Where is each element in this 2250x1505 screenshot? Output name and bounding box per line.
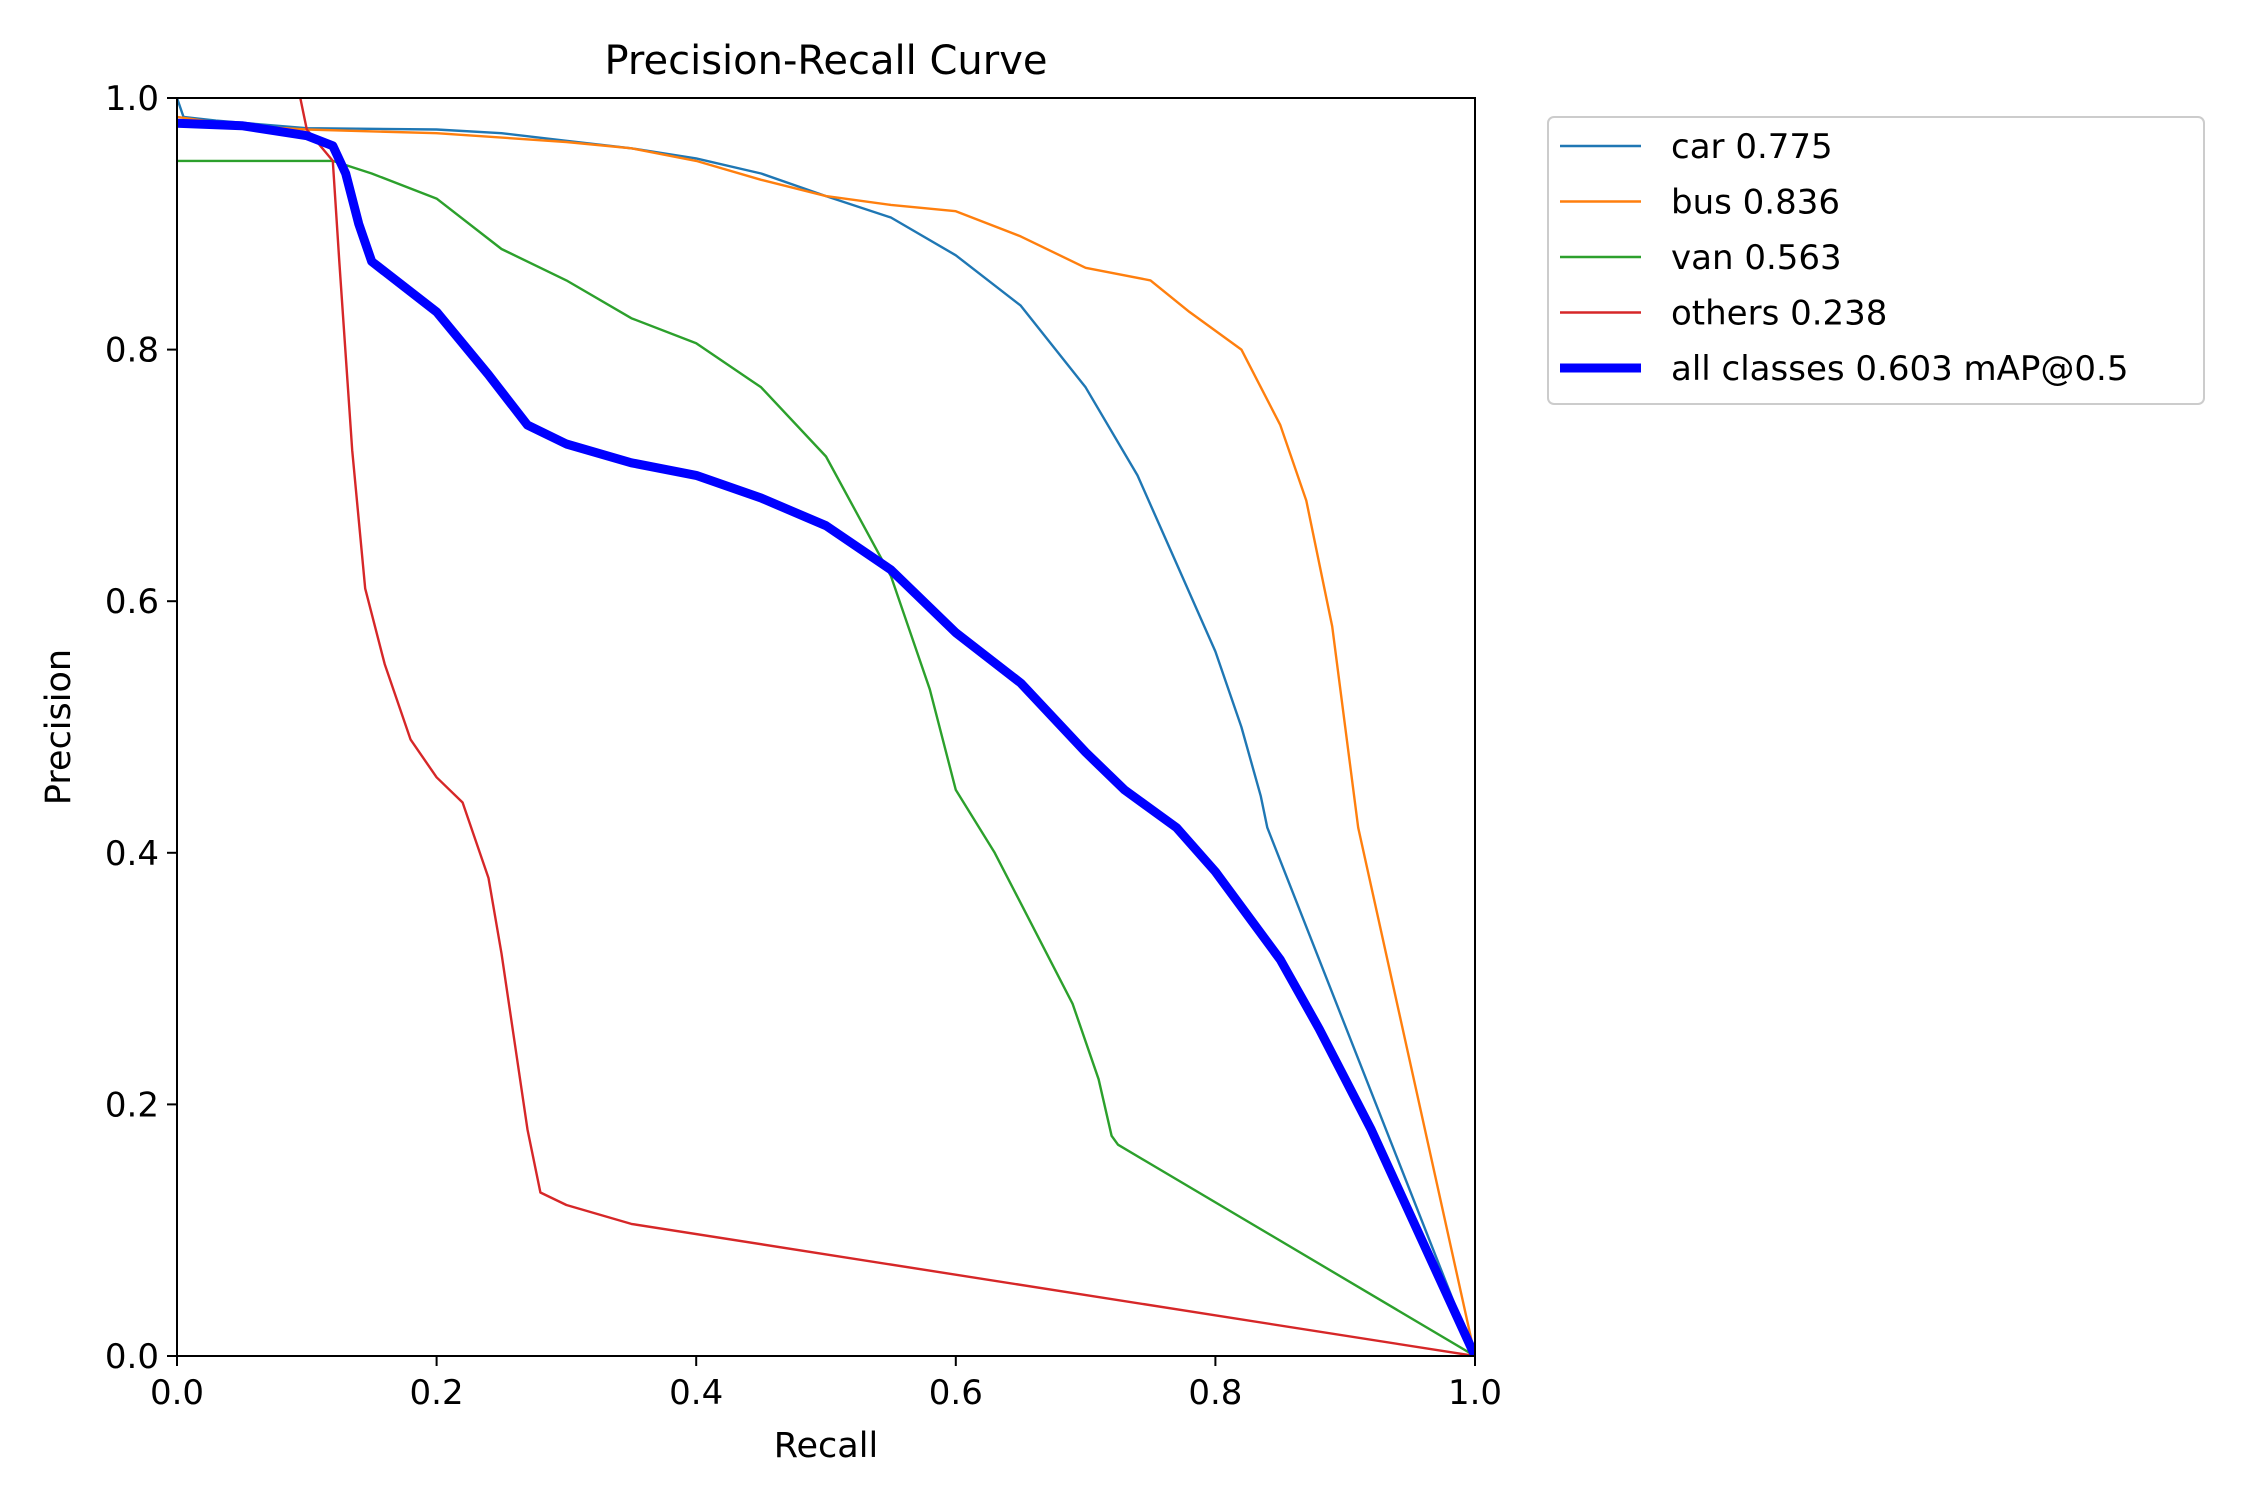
y-axis-ticks: 0.0 0.2 0.4 0.6 0.8 1.0 bbox=[105, 79, 177, 1377]
x-tick-label: 0.8 bbox=[1188, 1373, 1242, 1413]
legend: car 0.775 bus 0.836 van 0.563 others 0.238 a… bbox=[1547, 116, 2205, 405]
x-tick-label: 0.0 bbox=[150, 1373, 204, 1413]
y-tick-label: 0.2 bbox=[105, 1085, 159, 1125]
x-axis-ticks: 0.0 0.2 0.4 0.6 0.8 1.0 bbox=[150, 1356, 1502, 1413]
legend-label-all-classes: all classes 0.603 mAP@0.5 bbox=[1671, 349, 2128, 389]
series-line-van bbox=[177, 159, 1475, 1356]
plot-frame bbox=[176, 97, 1476, 1357]
series-layer bbox=[177, 98, 1475, 1356]
legend-label-van: van 0.563 bbox=[1671, 238, 1842, 278]
series-line-car bbox=[177, 98, 1475, 1356]
y-tick-label: 0.6 bbox=[105, 582, 159, 622]
legend-label-others: others 0.238 bbox=[1671, 294, 1887, 334]
x-axis-label: Recall bbox=[774, 1426, 878, 1466]
x-tick-label: 0.6 bbox=[929, 1373, 983, 1413]
x-tick-label: 0.2 bbox=[410, 1373, 464, 1413]
series-line-all-classes bbox=[177, 118, 1475, 1356]
legend-label-bus: bus 0.836 bbox=[1671, 183, 1840, 223]
x-tick-label: 1.0 bbox=[1448, 1373, 1502, 1413]
legend-label-car: car 0.775 bbox=[1671, 127, 1833, 167]
chart-title: Precision-Recall Curve bbox=[605, 38, 1048, 84]
series-line-others bbox=[299, 98, 1475, 1356]
y-tick-label: 0.0 bbox=[105, 1337, 159, 1377]
series-line-bus bbox=[177, 115, 1475, 1356]
y-tick-label: 0.8 bbox=[105, 331, 159, 371]
y-tick-label: 1.0 bbox=[105, 79, 159, 119]
y-tick-label: 0.4 bbox=[105, 834, 159, 874]
y-axis-label: Precision bbox=[39, 649, 79, 805]
x-tick-label: 0.4 bbox=[669, 1373, 723, 1413]
legend-box bbox=[1547, 116, 2205, 405]
